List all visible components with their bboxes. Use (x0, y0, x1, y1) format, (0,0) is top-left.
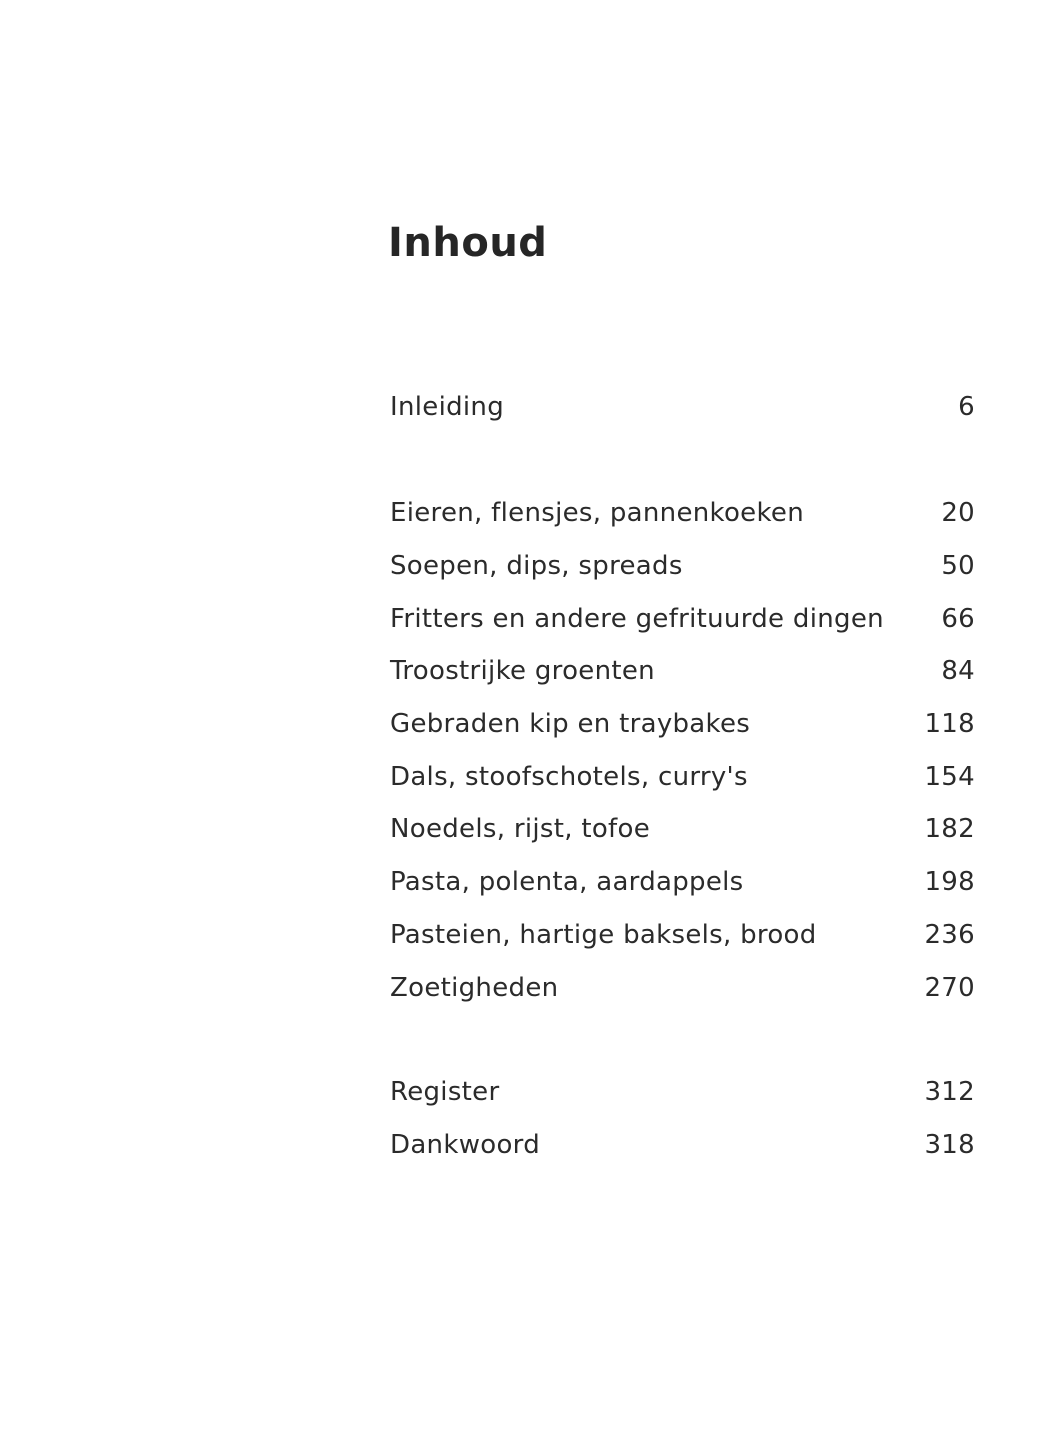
toc-entry-page-number: 20 (941, 498, 975, 529)
toc-entry-label: Pasteien, hartige baksels, brood (390, 919, 817, 950)
toc-entry-label: Gebraden kip en traybakes (390, 709, 751, 740)
toc-entry: Pasteien, hartige baksels, brood 236 (390, 909, 975, 962)
toc-entry-label: Noedels, rijst, tofoe (390, 814, 651, 845)
toc-entry-page-number: 6 (958, 392, 975, 423)
toc-entry-label: Dals, stoofschotels, curry's (390, 761, 748, 792)
toc-entry-label: Register (390, 1077, 500, 1108)
toc-entry: Pasta, polenta, aardappels 198 (390, 856, 975, 909)
toc-entry: Register 312 (390, 1066, 975, 1119)
toc-entry-page-number: 50 (941, 551, 975, 582)
toc-entry-page-number: 154 (924, 761, 975, 792)
toc-entry: Dankwoord 318 (390, 1119, 975, 1172)
toc-entry: Zoetigheden 270 (390, 961, 975, 1014)
toc-group-chapters: Eieren, flensjes, pannenkoeken 20 Soepen… (390, 487, 975, 1014)
toc-entry-label: Eieren, flensjes, pannenkoeken (390, 498, 804, 529)
toc-entry: Fritters en andere gefrituurde dingen 66 (390, 592, 975, 645)
toc-entry-page-number: 270 (924, 972, 975, 1003)
toc-group-backmatter: Register 312 Dankwoord 318 (390, 1066, 975, 1171)
toc-entry-page-number: 84 (941, 656, 975, 687)
toc-entry-page-number: 118 (924, 709, 975, 740)
toc-entry-page-number: 312 (924, 1077, 975, 1108)
toc-entry-page-number: 198 (924, 867, 975, 898)
toc-group-intro: Inleiding 6 (390, 381, 975, 434)
toc-entry-page-number: 236 (924, 919, 975, 950)
toc-entry-page-number: 182 (924, 814, 975, 845)
toc-entry: Gebraden kip en traybakes 118 (390, 698, 975, 751)
toc-entry-page-number: 66 (941, 603, 975, 634)
toc-entry-label: Soepen, dips, spreads (390, 551, 683, 582)
toc-entry-label: Dankwoord (390, 1130, 541, 1161)
toc-entry: Noedels, rijst, tofoe 182 (390, 803, 975, 856)
toc-entry: Dals, stoofschotels, curry's 154 (390, 750, 975, 803)
toc-entry: Troostrijke groenten 84 (390, 645, 975, 698)
toc-entry-label: Inleiding (390, 392, 504, 423)
toc-entry-label: Zoetigheden (390, 972, 559, 1003)
toc-entry-label: Troostrijke groenten (390, 656, 655, 687)
toc-entry: Soepen, dips, spreads 50 (390, 540, 975, 593)
toc-entry: Inleiding 6 (390, 381, 975, 434)
page-title: Inhoud (388, 220, 548, 266)
toc-entry: Eieren, flensjes, pannenkoeken 20 (390, 487, 975, 540)
toc-entry-page-number: 318 (924, 1130, 975, 1161)
toc-entry-label: Fritters en andere gefrituurde dingen (390, 603, 884, 634)
toc-entry-label: Pasta, polenta, aardappels (390, 867, 744, 898)
